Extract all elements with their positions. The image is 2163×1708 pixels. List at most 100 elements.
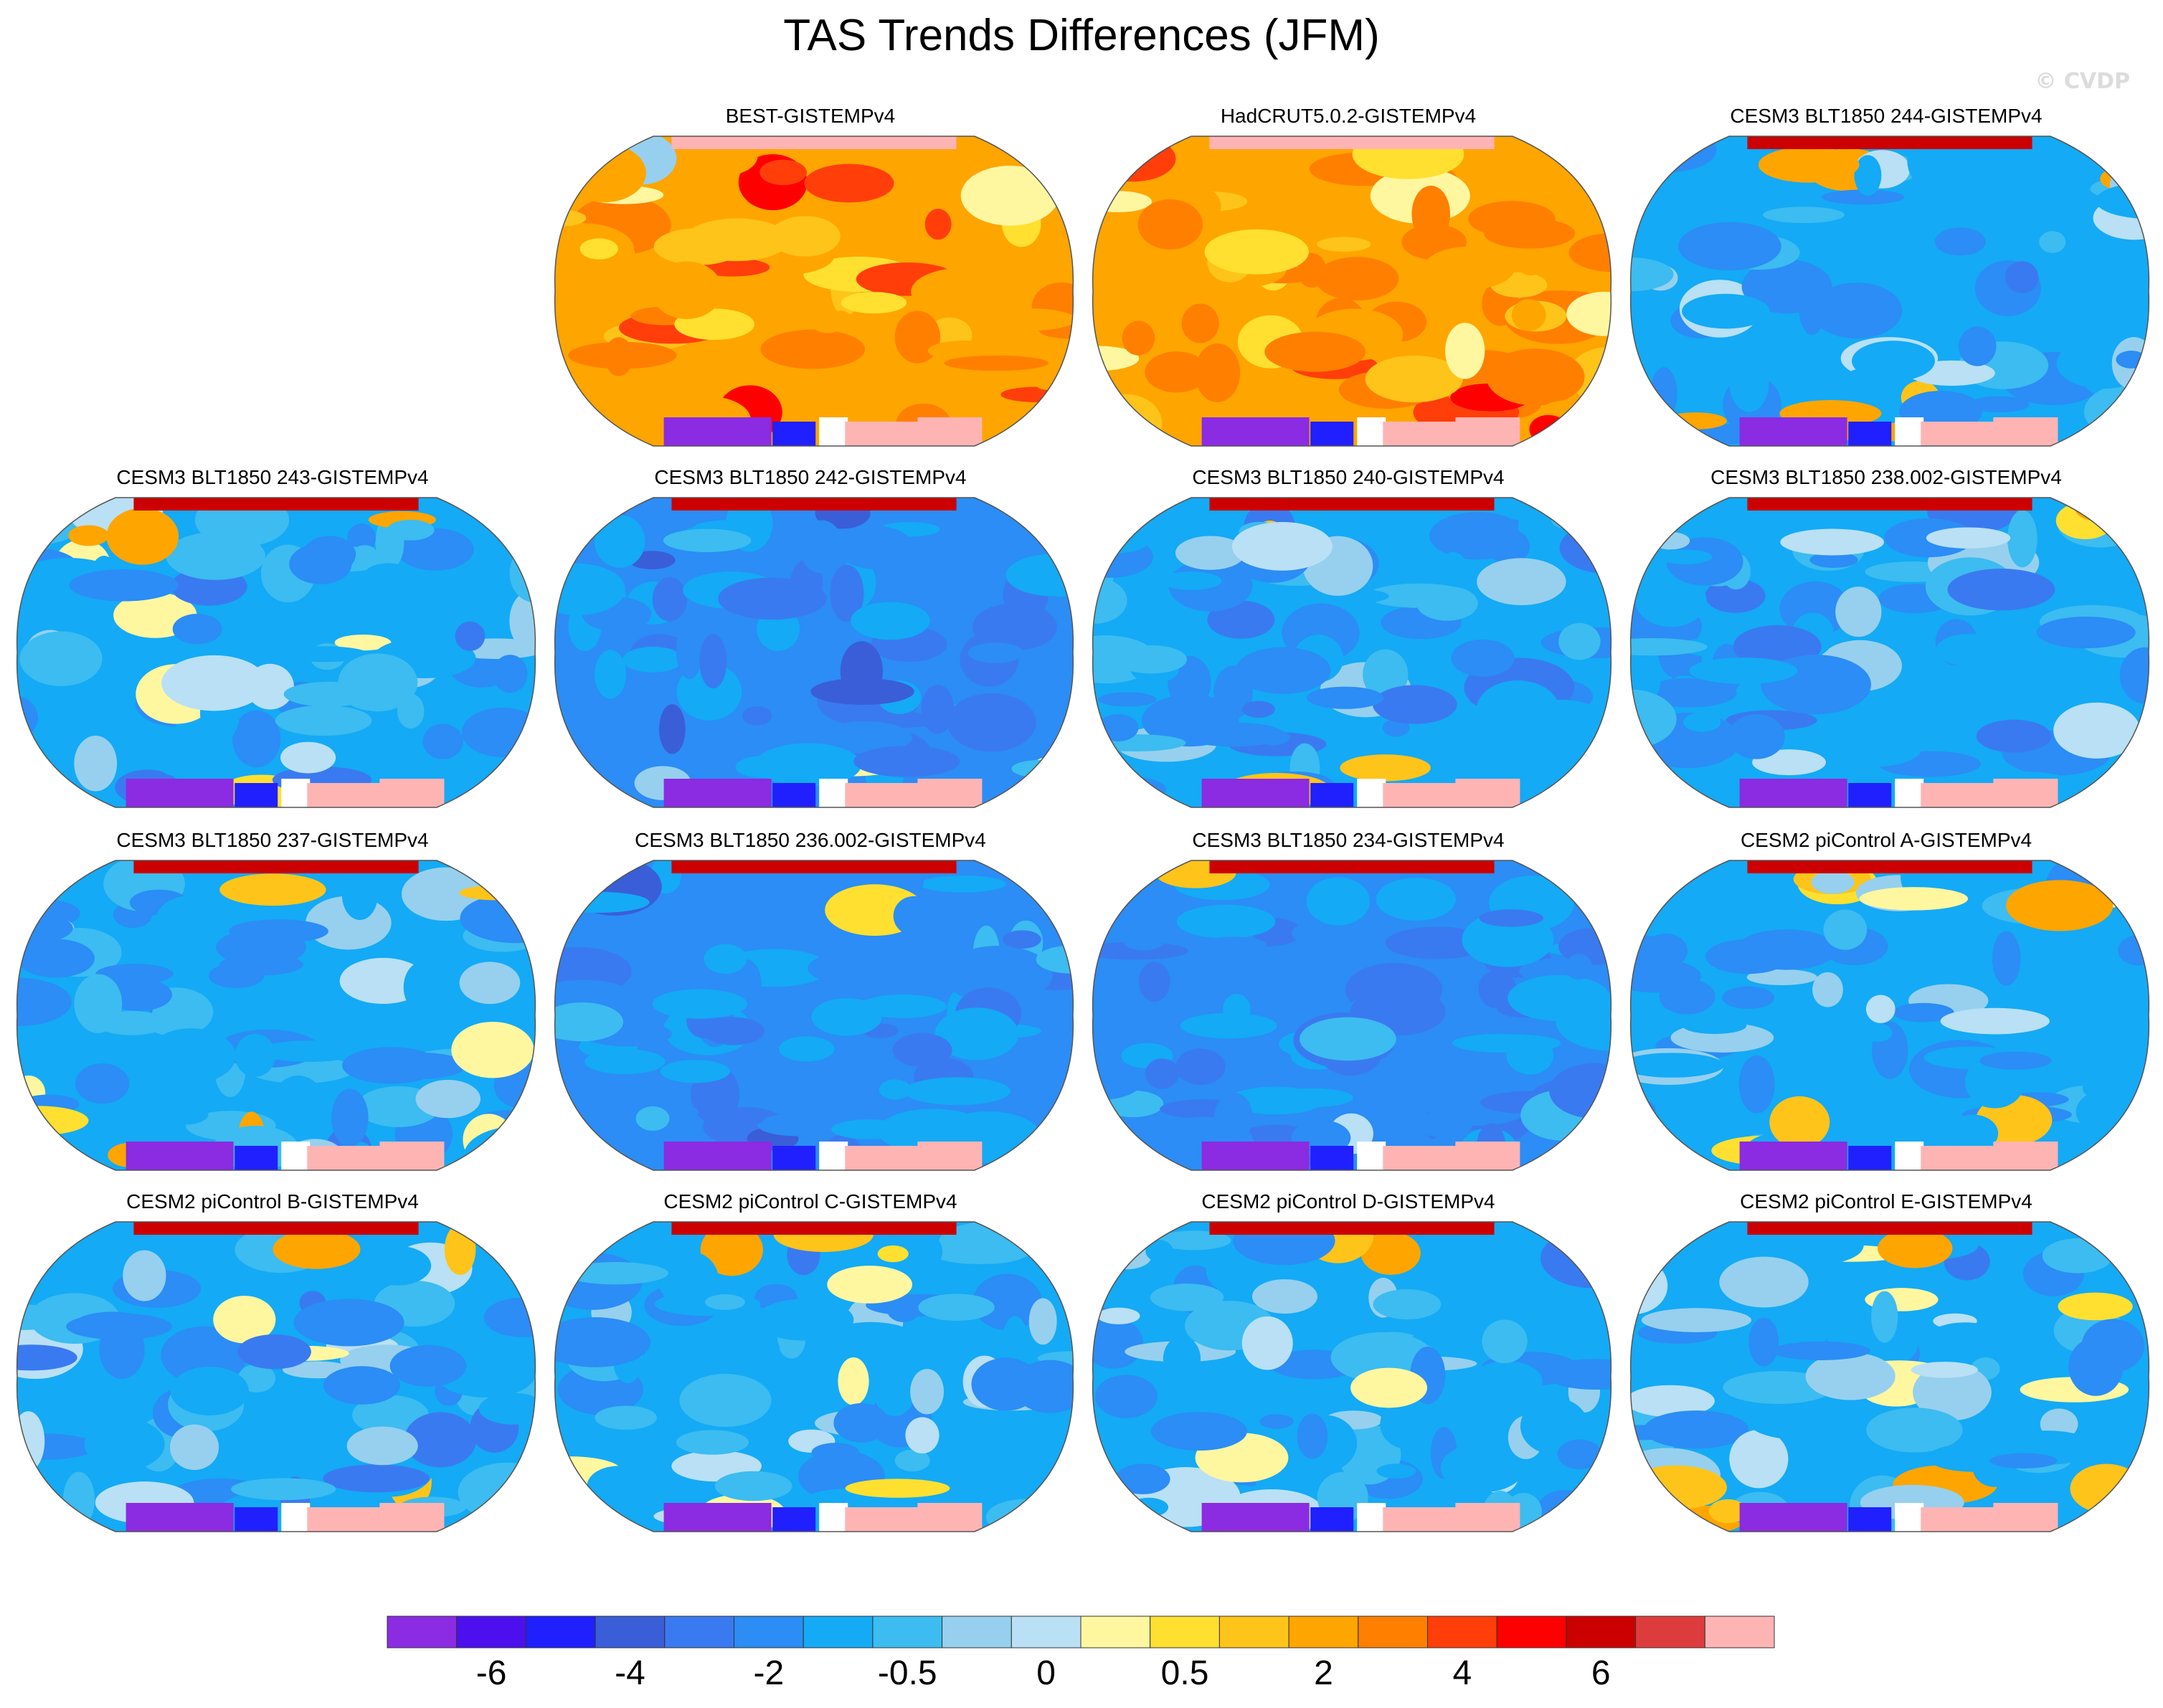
field-contour: [422, 723, 463, 759]
field-contour: [663, 528, 752, 553]
field-contour: [1440, 1443, 1525, 1493]
colorbar-tick-label: -2: [753, 1654, 785, 1692]
field-contour: [1092, 991, 1132, 1043]
panel-title: CESM3 BLT1850 236.002-GISTEMPv4: [635, 829, 986, 851]
field-contour: [1297, 1413, 1328, 1459]
field-contour: [1330, 1332, 1434, 1382]
antarctic-patch: [1357, 417, 1386, 446]
trend-map: [1629, 497, 2150, 808]
map-outline: [1629, 497, 2150, 808]
map-outline: [554, 1221, 1074, 1532]
map-panel: CESM2 piControl C-GISTEMPv4: [545, 1190, 1076, 1549]
field-contour: [323, 1366, 400, 1405]
field-contour: [676, 620, 704, 680]
field-contour: [947, 693, 1036, 752]
field-contour: [1207, 600, 1275, 639]
field-contour: [273, 1075, 323, 1126]
field-contour: [1231, 522, 1333, 571]
field-contour: [483, 1297, 536, 1337]
colorbar-tick-label: -6: [475, 1654, 507, 1692]
field-contour: [940, 220, 973, 277]
field-contour: [944, 355, 1049, 371]
field-contour: [811, 998, 882, 1036]
field-contour: [1812, 283, 1903, 339]
antarctic-patch: [1383, 1507, 1462, 1532]
field-contour: [2005, 261, 2039, 294]
antarctic-patch: [819, 1142, 848, 1170]
arctic-band: [133, 1222, 419, 1235]
field-contour: [1947, 1114, 1999, 1152]
field-contour: [1195, 343, 1241, 402]
map-panel: CESM3 BLT1850 240-GISTEMPv4: [1083, 466, 1614, 825]
field-contour: [676, 1430, 749, 1455]
field-contour: [660, 1060, 730, 1083]
field-contour: [95, 964, 174, 985]
field-contour: [554, 1002, 624, 1042]
field-contour: [1805, 1352, 1895, 1400]
field-contour: [331, 1088, 369, 1147]
field-contour: [1467, 1034, 1561, 1053]
field-contour: [1373, 1289, 1442, 1320]
field-contour: [1251, 1279, 1318, 1314]
field-contour: [1729, 354, 1769, 412]
field-contour: [283, 681, 374, 707]
panel-title: HadCRUT5.0.2-GISTEMPv4: [1220, 105, 1477, 127]
colorbar-box: [1358, 1616, 1429, 1648]
field-contour: [2082, 1076, 2112, 1099]
antarctic-patch: [1739, 1503, 1847, 1532]
field-contour: [158, 1104, 209, 1125]
field-contour: [1382, 718, 1410, 737]
field-contour: [2066, 1048, 2111, 1078]
field-contour: [587, 1466, 650, 1506]
colorbar-box: [1496, 1616, 1567, 1648]
antarctic-patch: [281, 1503, 311, 1532]
field-contour: [700, 1223, 763, 1276]
colorbar-box: [1218, 1616, 1289, 1648]
antarctic-patch: [663, 417, 772, 446]
antarctic-patch: [917, 417, 983, 446]
antarctic-patch: [126, 779, 234, 807]
field-contour: [72, 1311, 152, 1339]
field-contour: [595, 1405, 657, 1430]
field-contour: [754, 743, 862, 787]
field-contour: [1728, 714, 1785, 759]
field-contour: [924, 209, 952, 240]
colorbar-tick-label: -4: [615, 1654, 645, 1692]
panel-title: CESM2 piControl A-GISTEMPv4: [1740, 829, 2032, 851]
antarctic-patch: [1201, 779, 1310, 807]
field-contour: [1780, 528, 1884, 556]
field-contour: [818, 721, 912, 754]
field-contour: [1758, 146, 1860, 183]
trend-map: [554, 497, 1074, 808]
field-contour: [699, 634, 727, 689]
field-contour: [811, 1443, 859, 1462]
antarctic-patch: [1739, 417, 1847, 446]
antarctic-patch: [845, 422, 924, 446]
map-outline: [554, 860, 1074, 1171]
antarctic-patch: [1201, 1503, 1310, 1532]
field-contour: [1115, 645, 1188, 674]
trend-map: [1629, 860, 2150, 1171]
arctic-band: [1209, 498, 1495, 511]
field-contour: [1719, 1256, 1809, 1308]
field-contour: [1115, 1463, 1170, 1494]
field-contour: [892, 1033, 952, 1068]
field-contour: [745, 1329, 780, 1379]
field-contour: [827, 1266, 913, 1304]
antarctic-patch: [1455, 1142, 1520, 1170]
field-contour: [1545, 1359, 1611, 1390]
field-contour: [1659, 549, 1713, 564]
field-contour: [595, 650, 627, 699]
field-contour: [1871, 1291, 1898, 1343]
field-contour: [2119, 647, 2149, 704]
field-contour: [1145, 1240, 1173, 1262]
antarctic-patch: [772, 1146, 816, 1170]
antarctic-patch: [1201, 1142, 1310, 1170]
field-contour: [1748, 1403, 1850, 1440]
antarctic-patch: [1455, 1503, 1520, 1532]
field-contour: [1934, 227, 1986, 256]
antarctic-patch: [235, 1146, 278, 1170]
colorbar-box: [456, 1616, 526, 1648]
field-contour: [69, 569, 179, 602]
colorbar-tick-label: 2: [1314, 1654, 1333, 1692]
